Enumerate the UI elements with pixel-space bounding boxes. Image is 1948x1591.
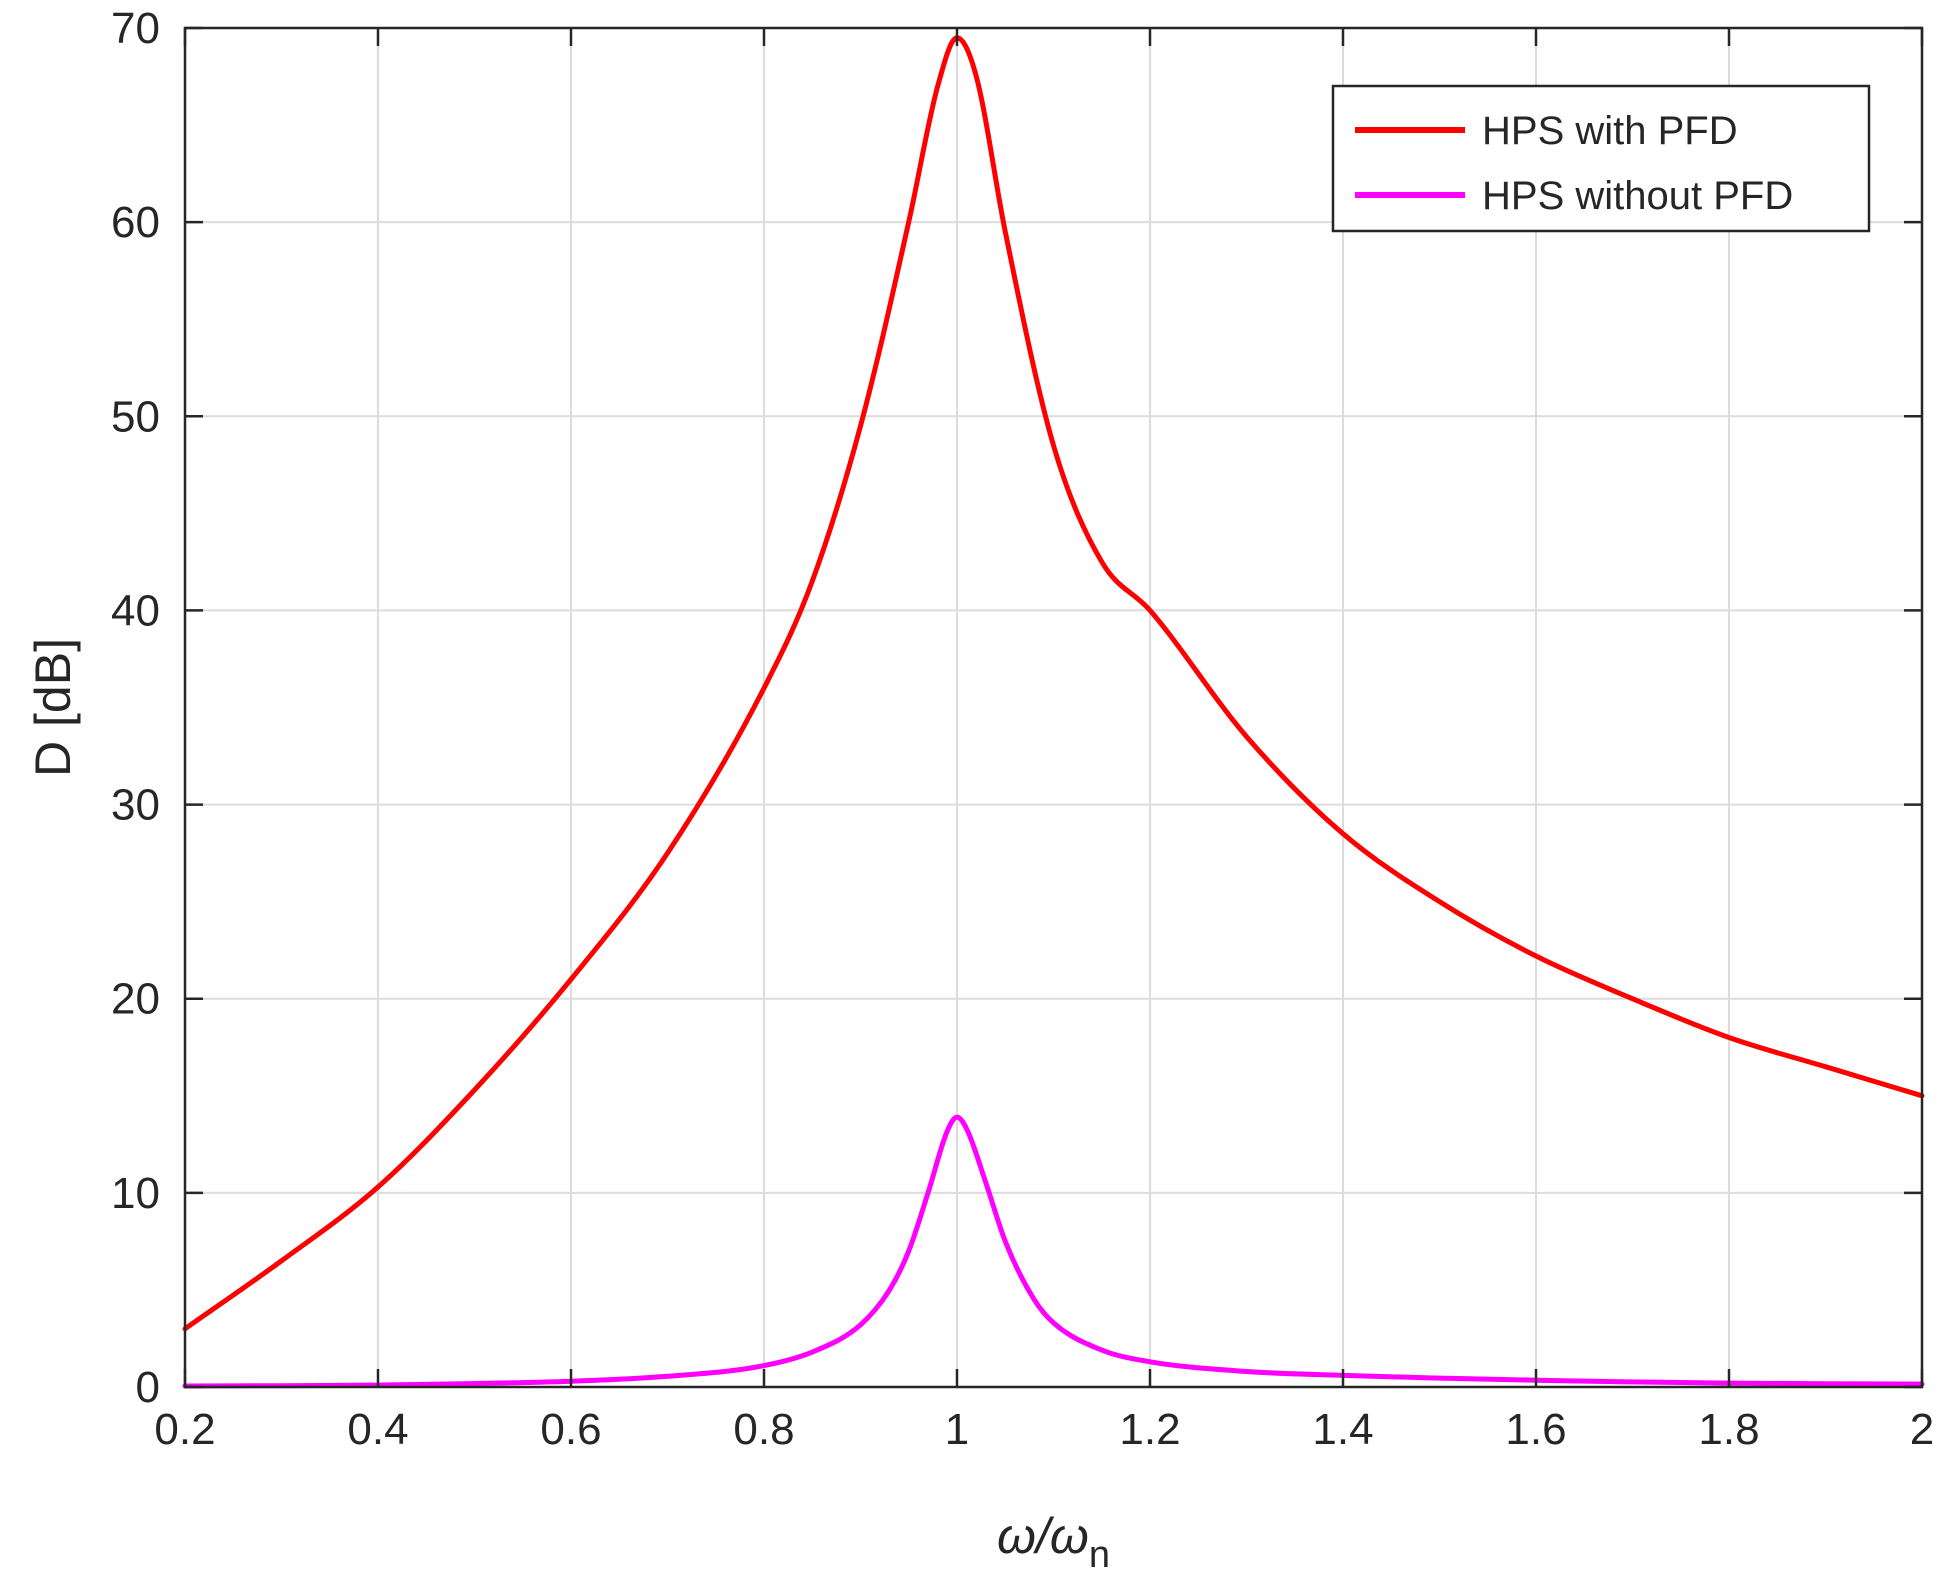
y-tick-label: 70 <box>111 4 160 53</box>
x-axis-label-subscript: n <box>1089 1534 1110 1576</box>
legend-box <box>1331 84 1871 233</box>
x-axis-label-main: ω/ω <box>997 1508 1089 1564</box>
y-tick-label: 10 <box>111 1169 160 1218</box>
tick-marks <box>183 26 1924 1389</box>
y-tick-label: 0 <box>136 1363 160 1412</box>
y-axis-label: D [dB] <box>25 638 81 777</box>
y-tick-label: 50 <box>111 392 160 441</box>
series-line-hps-with-pfd <box>182 35 1925 1332</box>
x-tick-label: 0.2 <box>154 1405 215 1454</box>
x-tick-label: 1.6 <box>1505 1405 1566 1454</box>
y-tick-label: 60 <box>111 198 160 247</box>
y-tick-label: 20 <box>111 975 160 1024</box>
y-tick-label: 30 <box>111 781 160 830</box>
x-tick-label: 0.6 <box>540 1405 601 1454</box>
y-tick-labels: 0 10 20 30 40 50 60 70 <box>111 4 160 1412</box>
x-tick-label: 2 <box>1910 1405 1934 1454</box>
x-axis-label: ω/ωn <box>997 1508 1110 1576</box>
legend: HPS with PFD HPS without PFD <box>1331 84 1871 233</box>
series-layer <box>182 35 1925 1389</box>
series-line-hps-without-pfd <box>182 1114 1925 1389</box>
x-tick-label: 1 <box>945 1405 969 1454</box>
axes-box <box>183 26 1924 1389</box>
y-tick-label: 40 <box>111 586 160 635</box>
x-tick-label: 1.8 <box>1698 1405 1759 1454</box>
x-tick-label: 0.4 <box>347 1405 408 1454</box>
x-tick-label: 1.2 <box>1119 1405 1180 1454</box>
x-tick-label: 0.8 <box>733 1405 794 1454</box>
legend-label-hps-with-pfd: HPS with PFD <box>1482 109 1738 153</box>
legend-label-hps-without-pfd: HPS without PFD <box>1482 174 1793 218</box>
x-tick-label: 1.4 <box>1312 1405 1373 1454</box>
x-tick-labels: 0.2 0.4 0.6 0.8 1 1.2 1.4 1.6 1.8 2 <box>154 1405 1934 1454</box>
